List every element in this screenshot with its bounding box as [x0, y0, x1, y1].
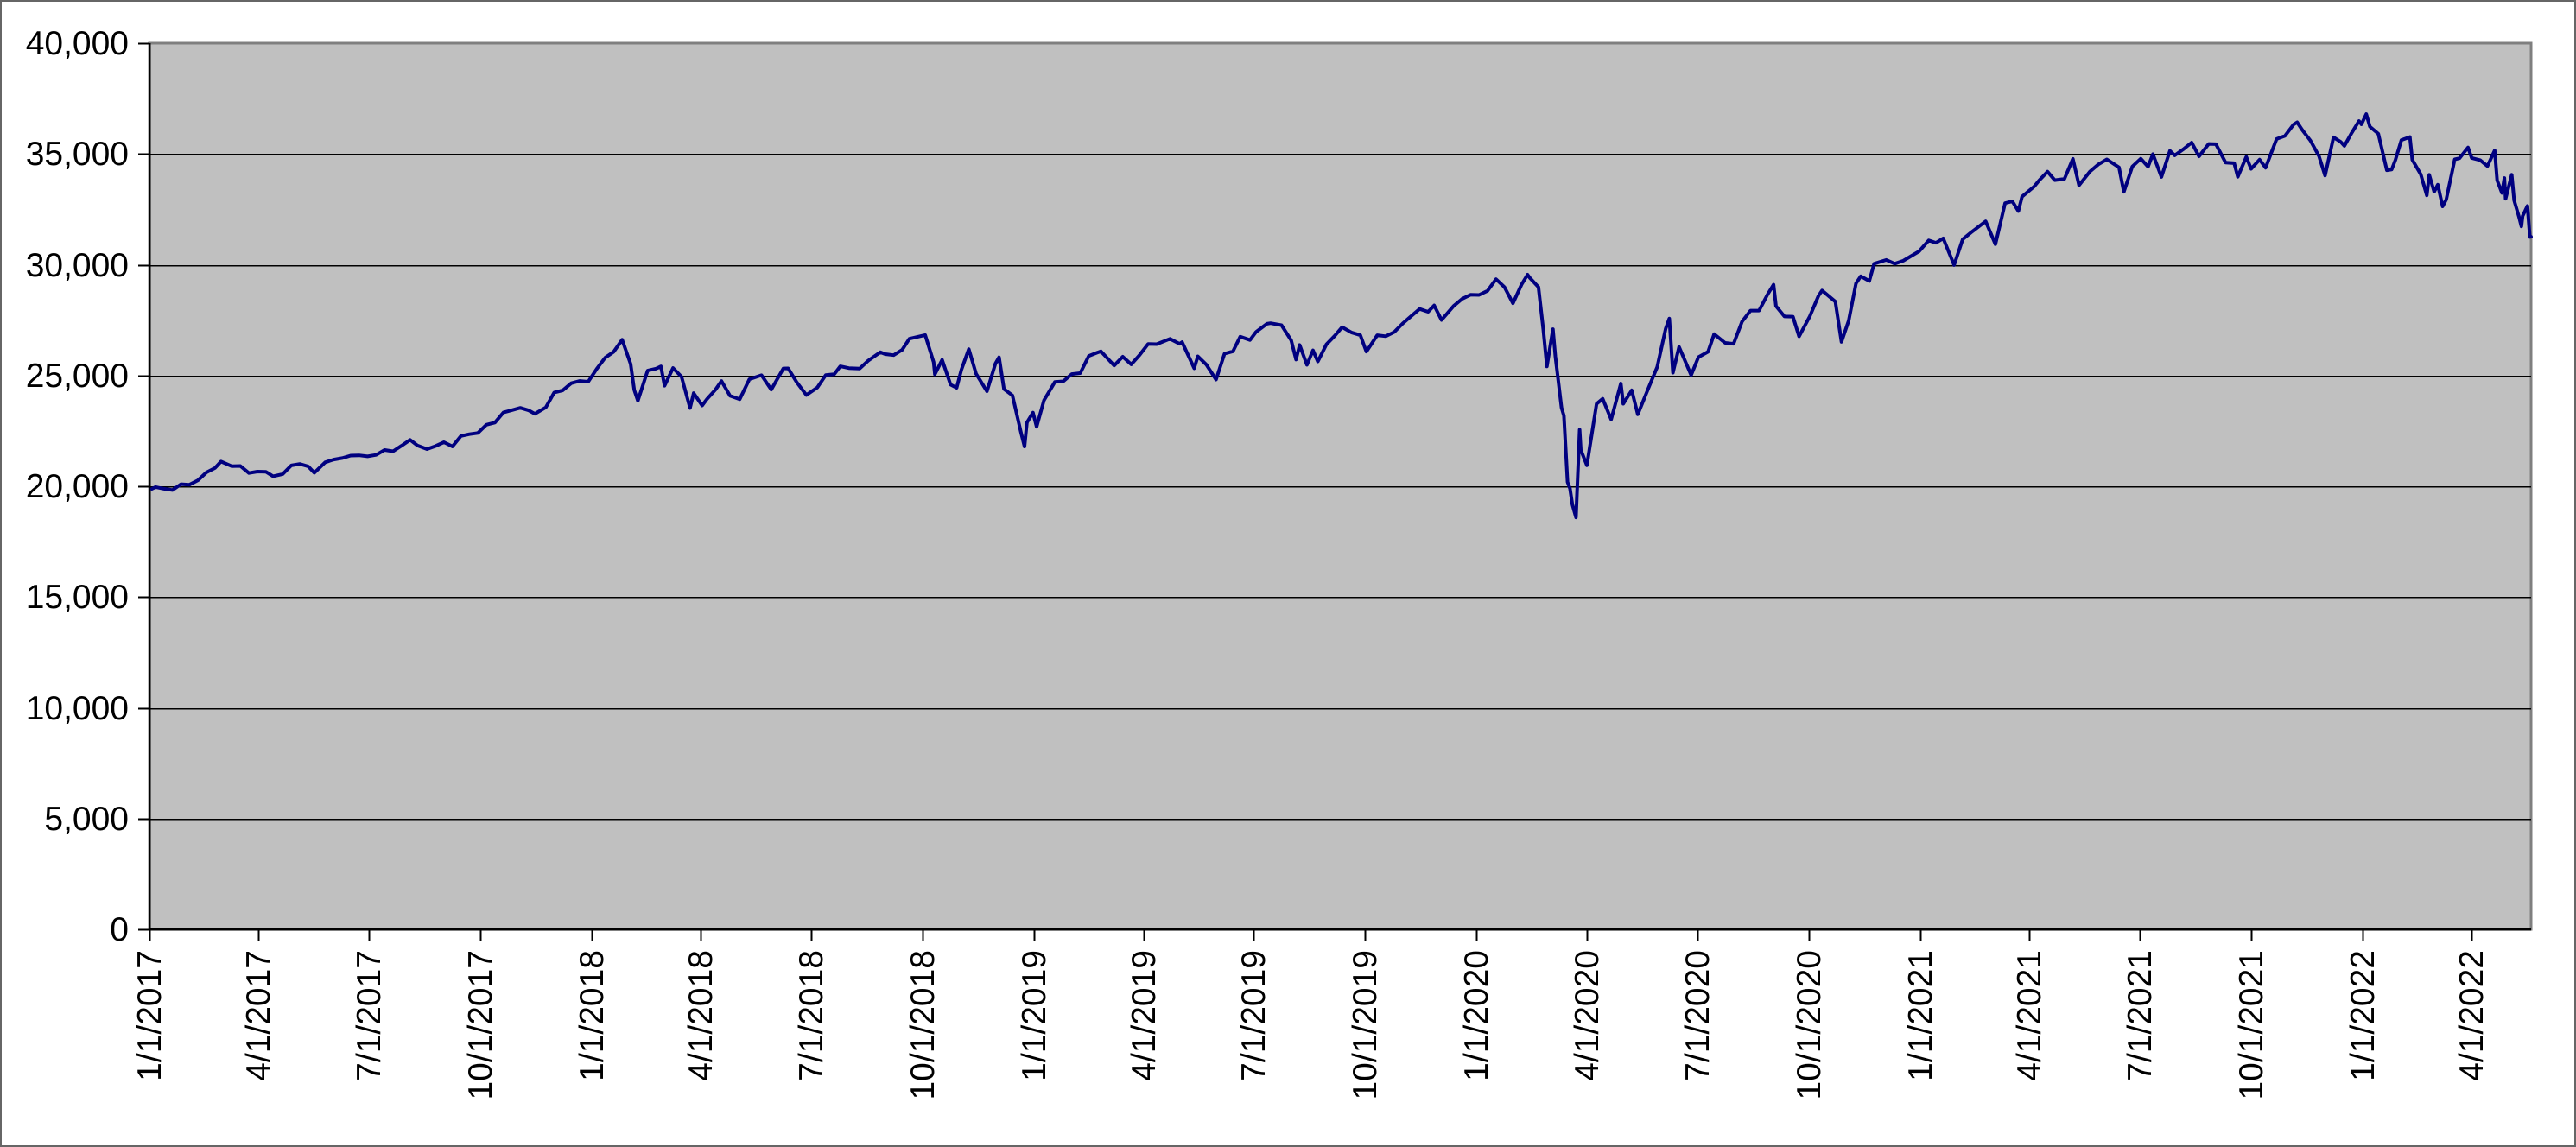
x-axis-label: 4/1/2020	[1569, 950, 1606, 1081]
y-axis-label: 20,000	[26, 468, 129, 505]
x-axis-label: 1/1/2017	[131, 950, 168, 1081]
y-axis-label: 5,000	[44, 801, 129, 838]
x-axis-label: 10/1/2017	[462, 950, 499, 1100]
x-axis-label: 10/1/2020	[1791, 950, 1828, 1100]
y-axis-label: 25,000	[26, 358, 129, 395]
x-axis-label: 7/1/2021	[2122, 950, 2159, 1081]
y-axis-label: 15,000	[26, 579, 129, 616]
y-axis-label: 35,000	[26, 136, 129, 173]
x-axis-label: 7/1/2020	[1679, 950, 1716, 1081]
x-axis-label: 7/1/2017	[351, 950, 388, 1081]
x-axis-label: 4/1/2021	[2011, 950, 2048, 1081]
x-axis-label: 10/1/2019	[1347, 950, 1384, 1100]
x-axis-label: 1/1/2022	[2344, 950, 2382, 1081]
x-axis-label: 4/1/2022	[2453, 950, 2490, 1081]
y-axis-label: 0	[110, 911, 129, 948]
x-axis-label: 1/1/2021	[1902, 950, 1939, 1081]
x-axis-label: 4/1/2019	[1126, 950, 1163, 1081]
x-axis-label: 7/1/2018	[793, 950, 830, 1081]
y-axis-label: 30,000	[26, 247, 129, 284]
x-axis-label: 1/1/2020	[1458, 950, 1495, 1081]
x-axis-label: 10/1/2021	[2233, 950, 2270, 1100]
y-axis-label: 40,000	[26, 25, 129, 62]
x-axis-label: 4/1/2018	[682, 950, 720, 1081]
series-line	[149, 112, 2533, 520]
y-axis-label: 10,000	[26, 690, 129, 727]
x-axis-label: 4/1/2017	[240, 950, 277, 1081]
x-axis-label: 10/1/2018	[904, 950, 942, 1100]
x-axis-label: 1/1/2019	[1016, 950, 1053, 1081]
x-axis-label: 1/1/2018	[574, 950, 611, 1081]
x-axis-label: 7/1/2019	[1235, 950, 1272, 1081]
